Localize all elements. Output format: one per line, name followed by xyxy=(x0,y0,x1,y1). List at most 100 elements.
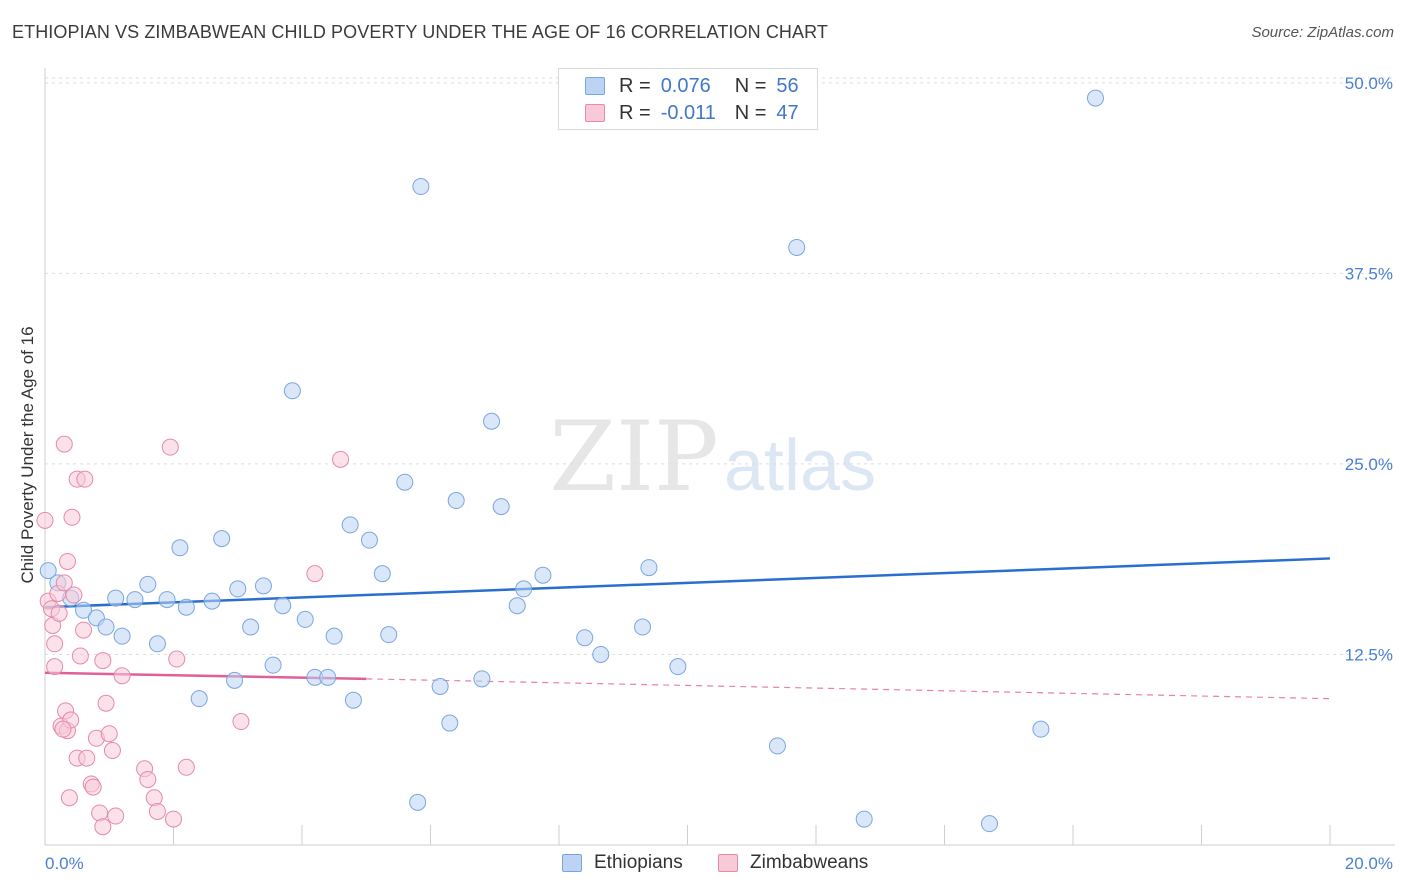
zimbabwean-point xyxy=(75,621,93,639)
ethiopian-point xyxy=(97,618,115,636)
zimbabwean-point xyxy=(94,818,112,836)
zimbabwean-point xyxy=(63,508,81,526)
ethiopian-point xyxy=(254,577,272,595)
ethiopian-point xyxy=(319,668,337,686)
ethiopian-point xyxy=(1032,720,1050,738)
x-tick-label: 20.0% xyxy=(1345,854,1393,873)
ethiopian-point xyxy=(508,597,526,615)
legend-row-zimbabweans: R = -0.011 N = 47 xyxy=(585,100,799,126)
watermark-zip: ZIP xyxy=(549,401,718,513)
zimbabwean-point xyxy=(232,713,250,731)
ethiopian-point xyxy=(203,592,221,610)
source-credit: Source: ZipAtlas.com xyxy=(1251,24,1394,41)
ethiopian-point xyxy=(177,598,195,616)
series-swatch-zimbabweans xyxy=(718,854,738,872)
ethiopian-point xyxy=(325,627,343,645)
watermark-atlas: atlas xyxy=(724,426,876,506)
series-legend-ethiopians[interactable]: Ethiopians xyxy=(562,852,683,874)
zimbabwean-point xyxy=(84,778,102,796)
legend-r-label: R = xyxy=(619,74,651,97)
ethiopian-point xyxy=(640,559,658,577)
ethiopian-point xyxy=(171,539,189,557)
zimbabwean-trend-extension xyxy=(366,678,1331,700)
zimbabwean-point xyxy=(46,658,64,676)
ethiopian-point xyxy=(360,531,378,549)
ethiopian-point xyxy=(283,382,301,400)
ethiopian-point xyxy=(242,618,260,636)
ethiopian-point xyxy=(980,815,998,833)
ethiopian-point xyxy=(412,178,430,196)
zimbabwean-point xyxy=(161,438,179,456)
legend-n-label: N = xyxy=(734,74,767,97)
zimbabwean-point xyxy=(46,635,64,653)
ethiopian-point xyxy=(473,670,491,688)
zimbabwean-point xyxy=(58,552,76,570)
zimbabwean-point xyxy=(165,810,182,828)
data-points xyxy=(36,89,1104,836)
ethiopian-point xyxy=(409,793,427,811)
ethiopian-point xyxy=(126,591,144,609)
legend-n-value: 56 xyxy=(776,74,799,97)
legend-swatch-zimbabweans xyxy=(585,104,605,122)
ethiopian-point xyxy=(396,473,414,491)
ethiopian-point xyxy=(158,591,176,609)
legend-row-ethiopians: R = 0.076 N = 56 xyxy=(585,73,799,99)
ethiopian-point xyxy=(483,412,501,430)
zimbabwean-point xyxy=(65,586,83,604)
zimbabwean-point xyxy=(76,470,94,488)
ethiopian-point xyxy=(669,658,687,676)
zimbabwean-point xyxy=(148,802,166,820)
ethiopian-point xyxy=(380,626,398,644)
ethiopian-point xyxy=(634,618,652,636)
watermark: ZIP atlas xyxy=(549,401,876,513)
zimbabwean-point xyxy=(78,749,96,767)
ethiopian-point xyxy=(1086,89,1104,107)
ethiopian-point xyxy=(341,516,359,534)
ethiopian-point xyxy=(768,737,786,755)
zimbabwean-point xyxy=(60,789,78,807)
y-tick-label: 25.0% xyxy=(1345,455,1393,474)
ethiopian-trend-line xyxy=(44,557,1331,609)
ethiopian-point xyxy=(190,690,208,708)
series-legend: Ethiopians Zimbabweans xyxy=(0,852,1406,878)
y-tick-labels: 12.5% 25.0% 37.5% 50.0% xyxy=(1345,74,1393,665)
axes xyxy=(44,68,1395,846)
legend-r-value: -0.011 xyxy=(660,101,716,124)
zimbabwean-point xyxy=(71,647,89,665)
ethiopian-point xyxy=(431,677,449,695)
ethiopian-point xyxy=(296,610,314,628)
correlation-legend: R = 0.076 N = 56 R = -0.011 N = 47 xyxy=(558,68,818,130)
legend-swatch-ethiopians xyxy=(585,77,605,95)
ethiopian-point xyxy=(148,635,166,653)
zimbabwean-point xyxy=(94,652,112,670)
zimbabwean-point xyxy=(103,741,121,759)
ethiopian-point xyxy=(139,575,157,593)
zimbabwean-point xyxy=(306,565,324,583)
x-tick-labels: 0.0% 20.0% xyxy=(45,854,1393,873)
ethiopian-point xyxy=(592,645,610,663)
zimbabwean-point xyxy=(168,650,186,668)
gridlines xyxy=(45,77,1395,655)
legend-n-label: N = xyxy=(734,101,767,124)
ethiopian-point xyxy=(274,597,292,615)
series-label-zimbabweans: Zimbabweans xyxy=(750,852,869,873)
x-tick-label: 0.0% xyxy=(45,854,84,873)
zimbabwean-point xyxy=(54,720,72,738)
ethiopian-point xyxy=(213,530,231,548)
y-tick-label: 37.5% xyxy=(1345,264,1393,283)
series-legend-zimbabweans[interactable]: Zimbabweans xyxy=(718,852,868,874)
zimbabwean-point xyxy=(177,758,195,776)
y-tick-label: 50.0% xyxy=(1345,74,1393,93)
legend-n-value: 47 xyxy=(776,101,799,124)
zimbabwean-point xyxy=(107,807,125,825)
ethiopian-point xyxy=(229,580,247,598)
legend-r-label: R = xyxy=(619,101,651,124)
legend-r-value: 0.076 xyxy=(660,74,711,97)
ethiopian-point xyxy=(515,580,533,598)
ethiopian-point xyxy=(226,671,244,689)
ethiopian-point xyxy=(264,656,282,674)
zimbabwean-point xyxy=(97,694,115,712)
ethiopian-point xyxy=(373,565,391,583)
zimbabwean-point xyxy=(55,574,73,592)
